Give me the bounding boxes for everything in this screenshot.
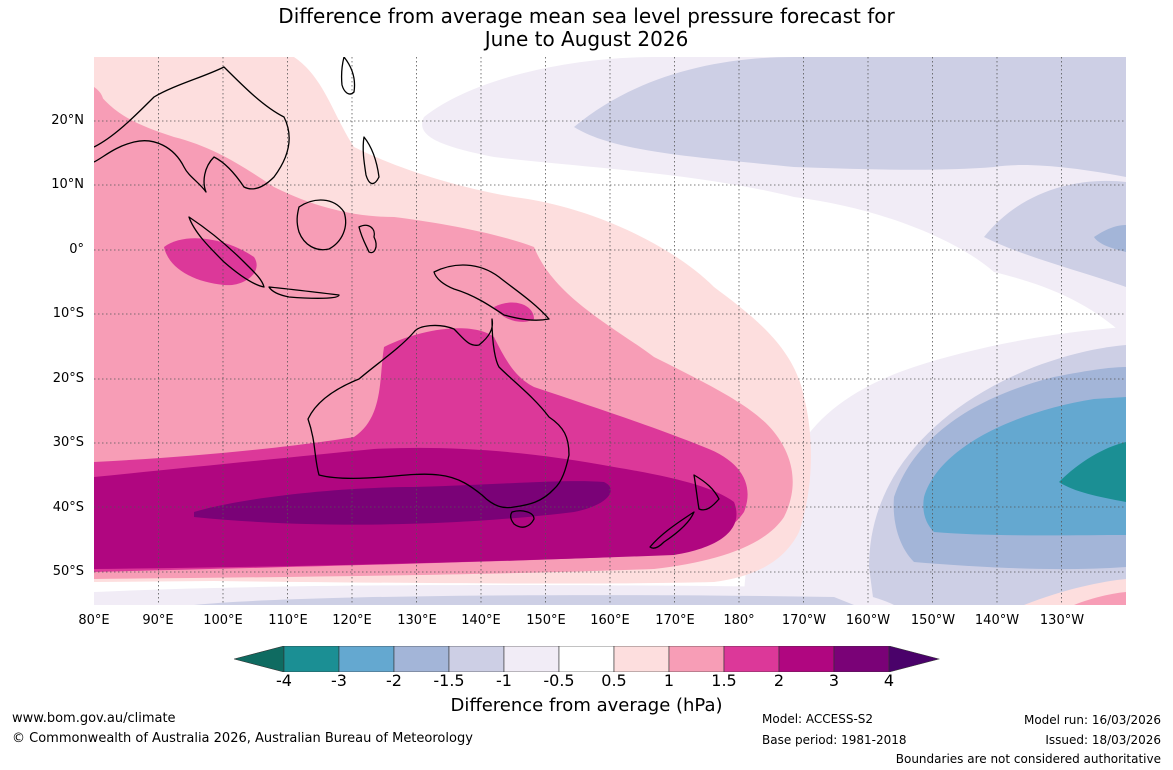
lon-label-80e: 80°E <box>78 613 110 628</box>
lat-label-20n: 20°N <box>51 113 84 128</box>
tasmania-coastline <box>510 510 535 528</box>
colorbar-tick-label: -1.5 <box>433 671 465 690</box>
anomaly-region-minus1-east <box>984 180 1126 287</box>
anomaly-region-minus2-south <box>923 397 1126 536</box>
pressure-anomaly-map <box>94 57 1126 605</box>
colorbar-swatch-minus2-minus15 <box>393 646 450 672</box>
colorbar-swatch-minus05-plus05 <box>558 646 615 672</box>
lat-label-40s: 40°S <box>52 500 84 515</box>
lat-label-50s: 50°S <box>52 564 84 579</box>
lon-label-90e: 90°E <box>142 613 174 628</box>
colorbar-swatch-plus2-plus3 <box>778 646 835 672</box>
anomaly-region-plus1-bottom-east <box>1074 592 1126 605</box>
colorbar-swatch-plus15-plus2 <box>723 646 780 672</box>
anomaly-region-minus1-north <box>574 57 1126 177</box>
new-zealand-north-coastline <box>693 474 720 511</box>
colorbar-tick-label: 1 <box>663 671 675 690</box>
anomaly-region-minus3-south <box>1059 442 1126 502</box>
lon-label-160e: 160°E <box>590 613 630 628</box>
colorbar-swatch-plus05-plus1 <box>613 646 670 672</box>
colorbar <box>234 646 940 672</box>
coastlines <box>94 57 720 549</box>
sumatra-coastline <box>188 216 265 288</box>
lat-label-20s: 20°S <box>52 371 84 386</box>
lon-label-170e: 170°E <box>655 613 695 628</box>
lon-label-170w: 170°W <box>781 613 827 628</box>
colorbar-swatch-minus4-minus3 <box>283 646 340 672</box>
map-title-line1: Difference from average mean sea level p… <box>278 4 895 28</box>
asia-mainland-coastline <box>94 66 290 193</box>
colorbar-swatch-below-minus4 <box>234 646 285 672</box>
colorbar-swatch-minus3-minus2 <box>338 646 395 672</box>
new-zealand-south-coastline <box>649 511 695 549</box>
sulawesi-coastline <box>358 224 377 254</box>
lon-label-130e: 130°E <box>397 613 437 628</box>
new-guinea-coastline <box>433 264 550 321</box>
footer-disclaimer: Boundaries are not considered authoritat… <box>895 752 1161 766</box>
japan-coastline <box>340 57 356 95</box>
colorbar-tick-label: -3 <box>331 671 347 690</box>
footer-model-run: Model run: 16/03/2026 <box>1023 713 1161 727</box>
lat-label-0: 0° <box>69 242 84 257</box>
philippines-coastline <box>362 136 380 185</box>
lon-label-110e: 110°E <box>268 613 308 628</box>
java-coastline <box>268 286 340 299</box>
lon-label-140w: 140°W <box>974 613 1020 628</box>
lon-label-160w: 160°W <box>845 613 891 628</box>
lon-label-150w: 150°W <box>910 613 956 628</box>
colorbar-tick-label: -4 <box>276 671 292 690</box>
lat-label-30s: 30°S <box>52 435 84 450</box>
colorbar-swatch-plus3-plus4 <box>833 646 890 672</box>
colorbar-tick-label: 3 <box>828 671 840 690</box>
colorbar-tick-label: -0.5 <box>543 671 575 690</box>
colorbar-swatch-above-plus4 <box>888 646 940 672</box>
lat-label-10s: 10°S <box>52 306 84 321</box>
footer-base-period: Base period: 1981-2018 <box>762 733 907 747</box>
map-title-line2: June to August 2026 <box>484 27 689 51</box>
lon-label-150e: 150°E <box>526 613 566 628</box>
footer-issued: Issued: 18/03/2026 <box>1045 733 1161 747</box>
australia-coastline <box>307 318 570 509</box>
colorbar-swatch-minus1-minus05 <box>503 646 560 672</box>
lon-label-130w: 130°W <box>1039 613 1085 628</box>
lon-label-120e: 120°E <box>332 613 372 628</box>
lon-label-140e: 140°E <box>461 613 501 628</box>
anomaly-region-plus3 <box>194 481 611 525</box>
colorbar-tick-label: 1.5 <box>711 671 737 690</box>
colorbar-tick-label: 0.5 <box>601 671 627 690</box>
footer-copyright: © Commonwealth of Australia 2026, Austra… <box>12 731 473 746</box>
borneo-coastline <box>296 199 347 251</box>
lon-label-100e: 100°E <box>203 613 243 628</box>
colorbar-tick-label: -1 <box>496 671 512 690</box>
anomaly-region-plus15-png <box>494 302 534 322</box>
colorbar-tick-label: -2 <box>386 671 402 690</box>
colorbar-tick-label: 2 <box>773 671 785 690</box>
colorbar-swatch-minus15-minus1 <box>448 646 505 672</box>
anomaly-region-plus1-north <box>94 87 104 117</box>
colorbar-tick-label: 4 <box>883 671 895 690</box>
graticule <box>94 57 1126 605</box>
anomaly-region-minus15-east <box>1094 225 1126 252</box>
anomaly-region-minus1-bottom <box>194 595 854 605</box>
footer-website: www.bom.gov.au/climate <box>12 711 176 726</box>
lat-label-10n: 10°N <box>51 177 84 192</box>
footer-model: Model: ACCESS-S2 <box>762 712 874 726</box>
lon-label-180: 180° <box>723 613 755 628</box>
colorbar-title: Difference from average (hPa) <box>450 695 723 716</box>
colorbar-swatch-plus1-plus15 <box>668 646 725 672</box>
